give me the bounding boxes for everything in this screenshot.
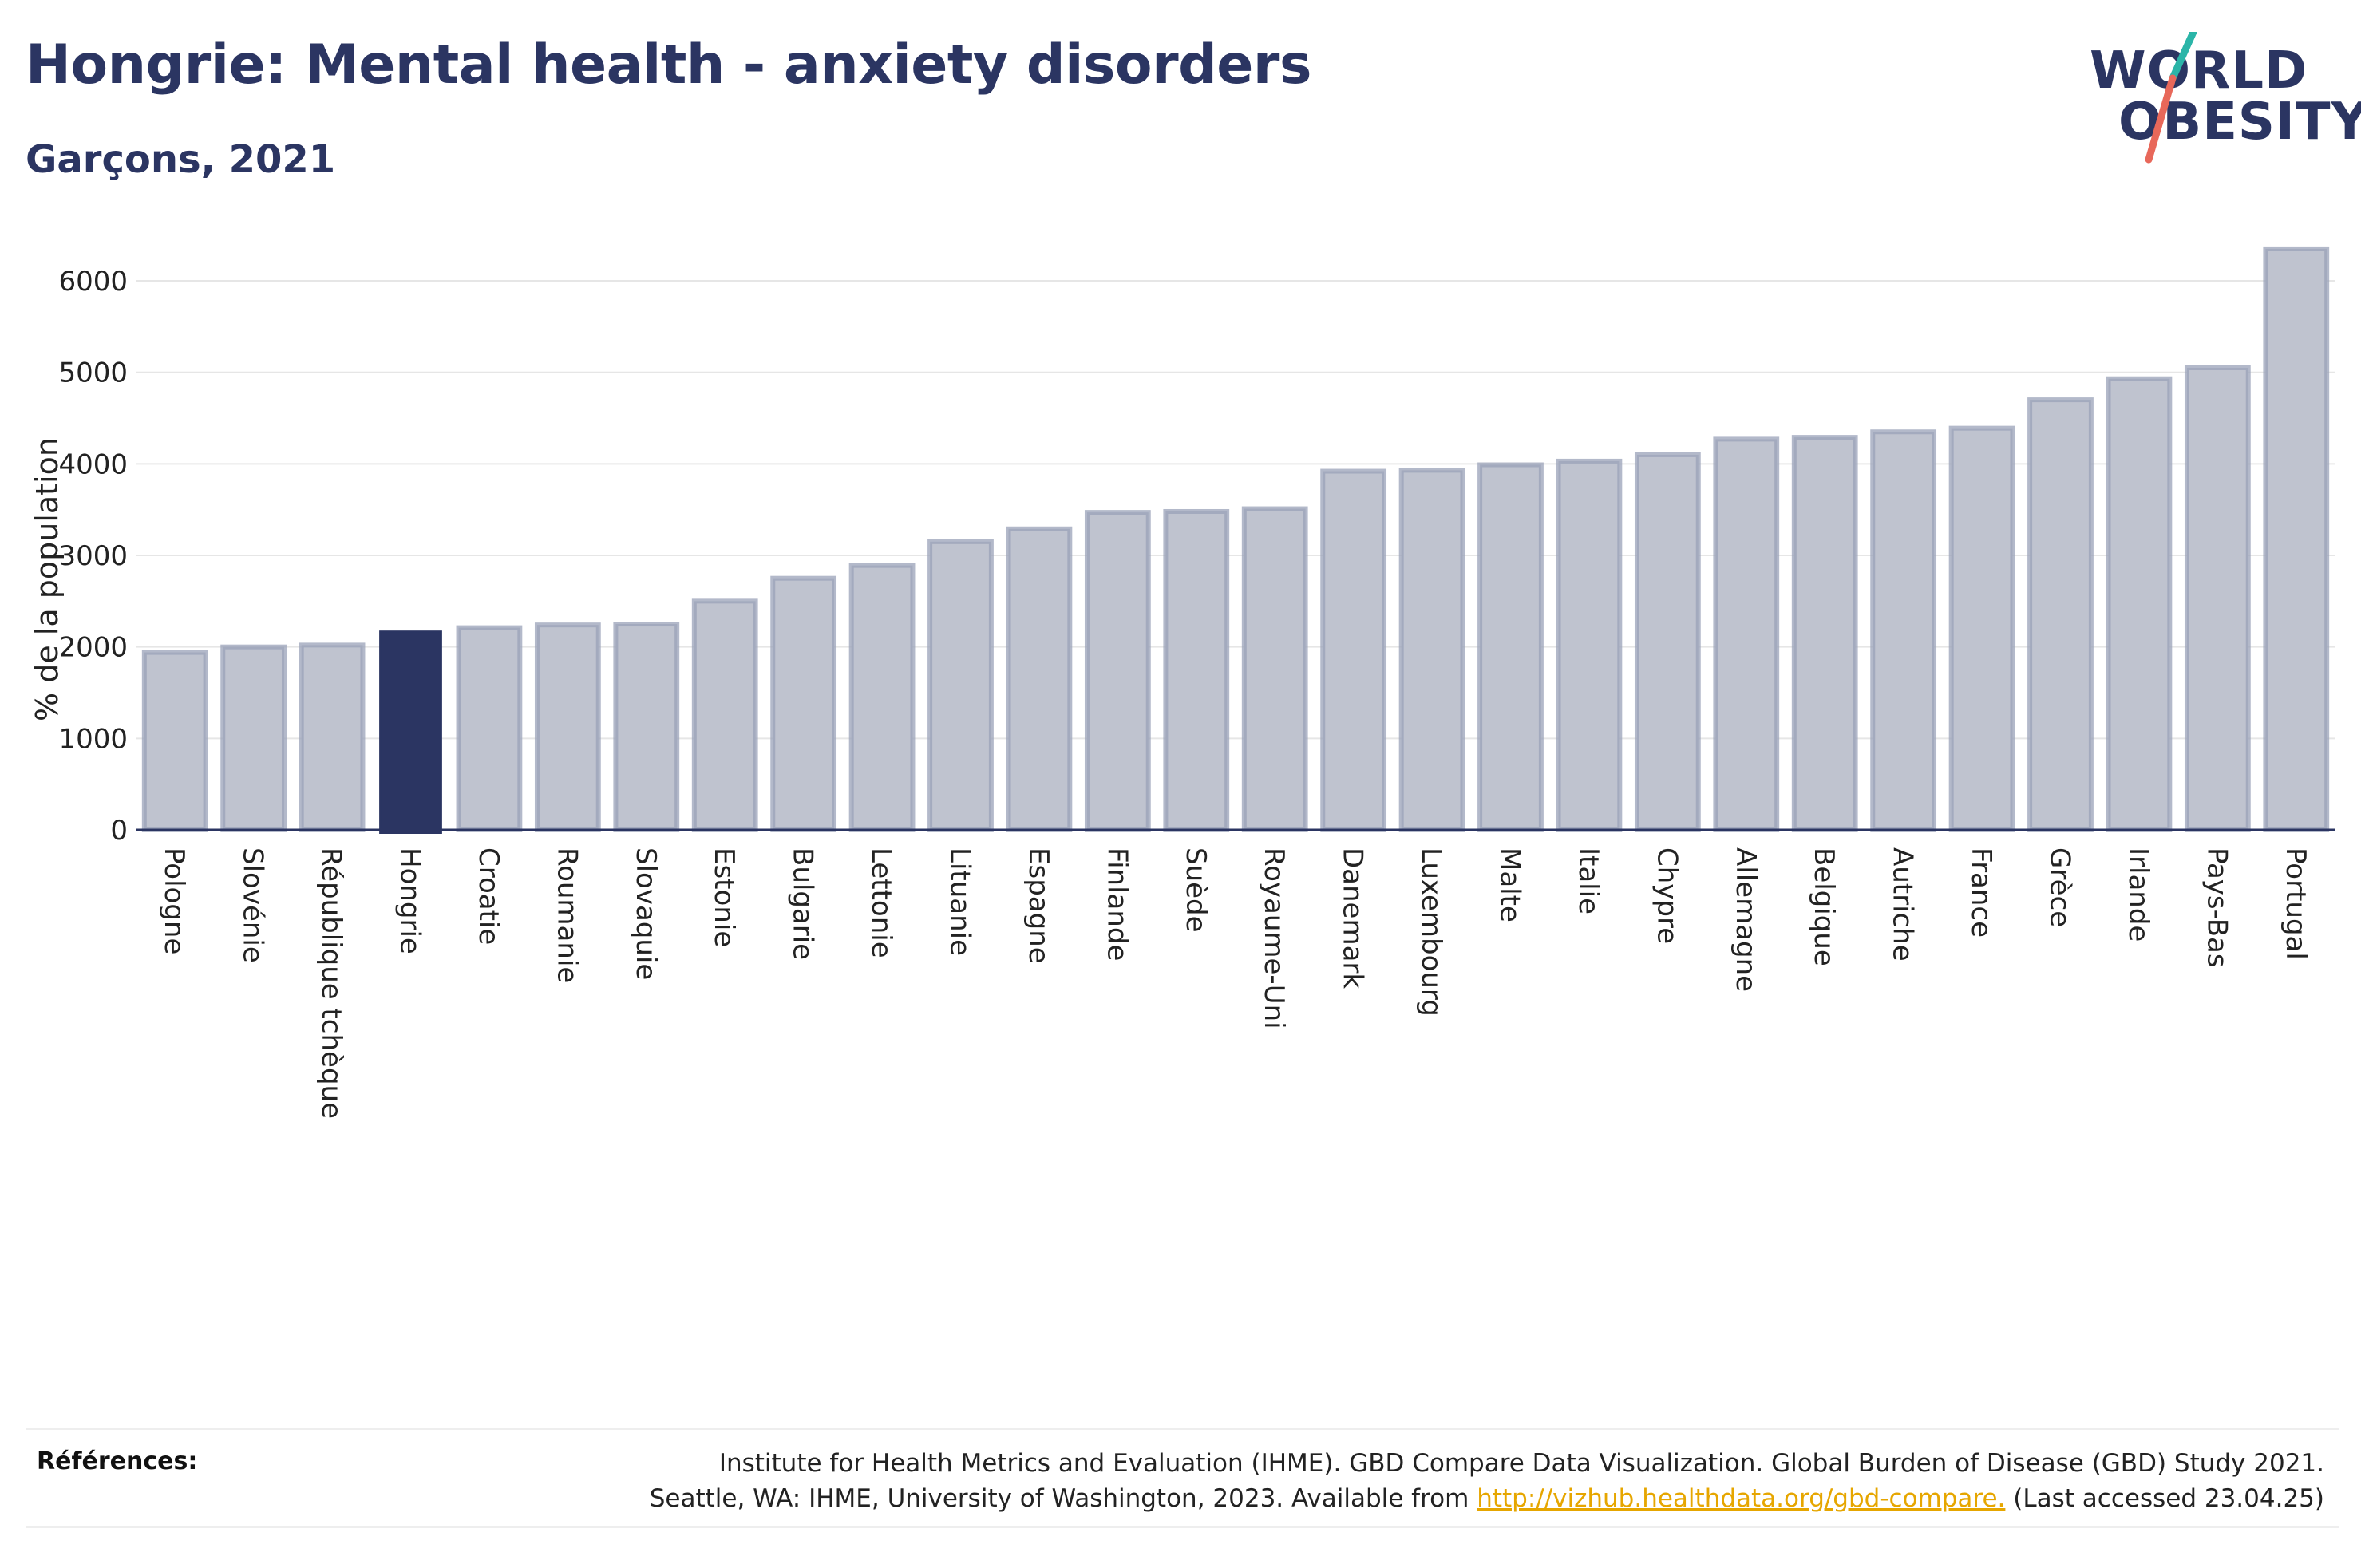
x-tick-label: Bulgarie <box>787 847 819 960</box>
x-tick-label: Slovaquie <box>630 847 662 980</box>
bar-roumanie <box>534 622 601 833</box>
bar-pays-bas <box>2184 365 2251 833</box>
reference-line-2: Seattle, WA: IHME, University of Washing… <box>650 1481 2324 1516</box>
bar-malte <box>1477 462 1544 832</box>
x-tick-label: Estonie <box>708 847 740 947</box>
y-tick-label: 5000 <box>58 357 128 389</box>
x-tick-label: Lettonie <box>865 847 897 958</box>
bar-irlande <box>2106 376 2173 832</box>
x-tick-label: Pologne <box>158 847 190 954</box>
bar-bulgarie <box>770 575 837 832</box>
x-tick-label: Finlande <box>1101 847 1133 961</box>
bar-r-publique-tch-que <box>299 642 366 832</box>
bar-luxembourg <box>1398 468 1465 832</box>
bar-pologne <box>141 650 208 832</box>
y-tick-label: 3000 <box>58 540 128 572</box>
reference-line-2-prefix: Seattle, WA: IHME, University of Washing… <box>649 1484 1477 1513</box>
bar-estonie <box>691 598 758 832</box>
bar-portugal <box>2263 246 2330 833</box>
x-tick-label: Danemark <box>1337 847 1369 989</box>
bars <box>141 246 2330 834</box>
bar-espagne <box>1006 526 1073 832</box>
bar-slov-nie <box>220 644 287 832</box>
bar-lettonie <box>848 563 916 832</box>
logo-slash-icon <box>2145 32 2197 164</box>
x-tick-label: Royaume-Uni <box>1258 847 1290 1029</box>
bar-danemark <box>1320 468 1387 832</box>
y-tick-label: 0 <box>110 815 128 847</box>
bar-autriche <box>1870 429 1937 832</box>
x-tick-label: Chypre <box>1651 847 1683 944</box>
x-tick-label: Irlande <box>2122 847 2154 942</box>
x-tick-label: Belgique <box>1808 847 1840 966</box>
bar-france <box>1948 425 2015 832</box>
x-tick-label: Italie <box>1572 847 1604 914</box>
references-top-divider <box>26 1428 2339 1430</box>
x-tick-label: Malte <box>1494 847 1526 922</box>
reference-link[interactable]: http://vizhub.healthdata.org/gbd-compare… <box>1477 1484 2006 1513</box>
reference-line-1: Institute for Health Metrics and Evaluat… <box>718 1449 2324 1478</box>
x-tick-label: Slovénie <box>237 847 269 963</box>
x-tick-label: Luxembourg <box>1415 847 1447 1017</box>
bar-royaume-uni <box>1241 506 1308 832</box>
bar-belgique <box>1791 435 1858 832</box>
x-tick-label: Grèce <box>2044 847 2076 927</box>
x-tick-label: Pays-Bas <box>2201 847 2232 968</box>
x-tick-label: Allemagne <box>1730 847 1762 992</box>
tick-labels: 0 1000 2000 3000 4000 5000 6000 Pologne Slovénie… <box>30 266 2312 1119</box>
reference-line-2-suffix: (Last accessed 23.04.25) <box>2005 1484 2324 1513</box>
x-tick-label: Hongrie <box>394 847 426 954</box>
x-tick-label: République tchèque <box>315 847 347 1119</box>
bar-gr-ce <box>2027 397 2094 832</box>
x-tick-label: Autriche <box>1887 847 1919 962</box>
bar-chart: 0 1000 2000 3000 4000 5000 6000 Pologne Slovénie… <box>30 246 2335 1119</box>
y-tick-label: 1000 <box>58 723 128 755</box>
x-tick-label: Portugal <box>2280 847 2312 960</box>
references-label: Références: <box>37 1448 198 1475</box>
y-axis-title: % de la population <box>30 437 65 721</box>
bar-chypre <box>1634 452 1701 832</box>
x-tick-label: Croatie <box>473 847 504 945</box>
bar-croatie <box>456 625 523 832</box>
x-tick-label: Suède <box>1180 847 1212 933</box>
chart-title: Hongrie: Mental health - anxiety disorde… <box>26 34 1311 97</box>
y-tick-label: 2000 <box>58 632 128 664</box>
logo-line-1: WORLD <box>2090 41 2308 101</box>
x-tick-label: Roumanie <box>551 847 583 983</box>
references-bottom-divider <box>26 1526 2339 1528</box>
x-tick-label: Lituanie <box>944 847 976 956</box>
x-tick-label: France <box>1965 847 1997 938</box>
bar-allemagne <box>1713 436 1780 832</box>
world-obesity-logo: WORLD OBESITY <box>2083 32 2361 168</box>
y-tick-label: 6000 <box>58 266 128 298</box>
chart-subtitle: Garçons, 2021 <box>26 137 336 182</box>
y-tick-label: 4000 <box>58 448 128 480</box>
bar-finlande <box>1084 510 1151 832</box>
x-tick-label: Espagne <box>1022 847 1054 964</box>
bar-hongrie <box>379 630 442 834</box>
bar-italie <box>1556 458 1623 832</box>
bar-su-de <box>1163 508 1230 832</box>
references-text: Institute for Health Metrics and Evaluat… <box>650 1446 2324 1516</box>
bar-lituanie <box>927 539 994 832</box>
bar-slovaquie <box>613 622 680 832</box>
